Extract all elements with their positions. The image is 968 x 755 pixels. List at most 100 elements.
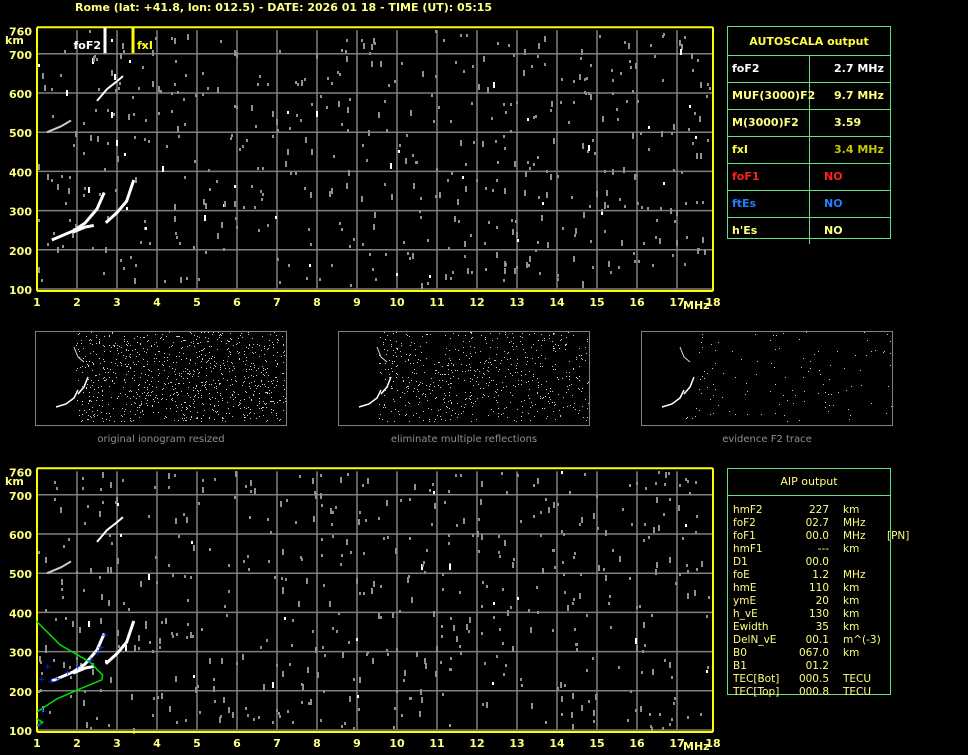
noise-dot — [238, 353, 239, 354]
noise-dot — [222, 333, 223, 334]
noise-dot — [89, 340, 90, 341]
noise-dot — [249, 397, 250, 398]
noise-dot — [514, 161, 516, 167]
noise-dot — [715, 363, 716, 364]
noise-dot — [54, 498, 56, 501]
noise-dot — [163, 388, 164, 389]
noise-dot — [172, 574, 174, 577]
noise-dot — [537, 478, 539, 484]
noise-dot — [179, 375, 180, 376]
noise-dot — [384, 183, 386, 186]
noise-dot — [232, 712, 234, 718]
noise-dot — [515, 372, 516, 373]
noise-dot — [374, 212, 376, 218]
noise-dot — [338, 101, 340, 107]
noise-dot — [281, 577, 283, 580]
noise-dot — [393, 333, 394, 334]
noise-dot — [507, 610, 509, 616]
aip-cell: 00.1 — [805, 634, 829, 646]
aip-cell: 35 — [815, 621, 829, 633]
noise-dot — [183, 383, 184, 384]
noise-dot — [568, 389, 569, 390]
noise-dot — [416, 413, 417, 414]
noise-dot — [134, 278, 136, 284]
noise-dot — [192, 376, 193, 377]
noise-dot — [93, 56, 95, 62]
noise-dot — [152, 405, 153, 406]
noise-dot — [168, 383, 169, 384]
noise-dot — [558, 394, 559, 395]
noise-dot — [486, 585, 488, 588]
noise-dot — [98, 387, 99, 388]
noise-dot — [182, 337, 183, 338]
noise-dot — [86, 388, 87, 389]
fxI-marker-label: fxI — [137, 39, 153, 52]
noise-dot — [671, 718, 673, 721]
noise-dot — [413, 391, 414, 392]
noise-dot — [687, 480, 689, 483]
noise-dot — [541, 384, 542, 385]
noise-dot — [455, 474, 457, 477]
noise-dot — [417, 362, 418, 363]
noise-dot — [140, 581, 142, 587]
noise-dot — [86, 722, 88, 728]
noise-dot — [654, 55, 656, 58]
noise-dot — [636, 606, 638, 609]
noise-dot — [397, 349, 398, 350]
noise-dot — [495, 140, 497, 143]
noise-dot — [139, 354, 140, 355]
trace-point: + — [39, 706, 47, 716]
noise-dot — [211, 384, 212, 385]
noise-dot — [596, 495, 598, 498]
noise-dot — [100, 689, 102, 692]
noise-dot — [678, 505, 680, 511]
noise-dot — [554, 402, 555, 403]
noise-dot — [426, 549, 428, 552]
noise-dot — [530, 407, 531, 408]
noise-dot — [702, 334, 703, 335]
noise-dot — [219, 717, 221, 723]
noise-dot — [125, 645, 127, 651]
noise-dot — [695, 531, 697, 534]
noise-dot — [701, 393, 702, 394]
noise-dot — [419, 402, 420, 403]
noise-dot — [583, 417, 584, 418]
noise-dot — [450, 378, 451, 379]
noise-dot — [239, 352, 240, 353]
noise-dot — [61, 579, 63, 585]
noise-dot — [448, 534, 450, 537]
noise-dot — [488, 385, 489, 386]
noise-dot — [99, 193, 101, 196]
noise-dot — [117, 156, 119, 162]
noise-dot — [341, 725, 343, 728]
noise-dot — [535, 249, 537, 252]
noise-dot — [87, 505, 89, 508]
x-tick-label: 18 — [705, 737, 720, 750]
noise-dot — [166, 145, 168, 148]
noise-dot — [315, 493, 317, 499]
noise-dot — [276, 366, 277, 367]
noise-dot — [171, 346, 172, 347]
noise-dot — [470, 381, 471, 382]
noise-dot — [315, 647, 317, 653]
noise-dot — [216, 388, 217, 389]
aip-cell: foE — [733, 569, 750, 581]
aip-cell: 20 — [815, 595, 829, 607]
noise-dot — [117, 398, 118, 399]
noise-dot — [478, 550, 480, 553]
noise-dot — [94, 416, 95, 417]
noise-dot — [88, 415, 89, 416]
noise-dot — [524, 190, 526, 196]
noise-dot — [234, 496, 236, 499]
noise-dot — [503, 413, 504, 414]
noise-dot — [302, 684, 304, 690]
autoscala-value: 9.7 MHz — [834, 89, 884, 102]
noise-dot — [106, 413, 107, 414]
noise-dot — [96, 337, 97, 338]
noise-dot — [496, 400, 497, 401]
noise-dot — [410, 110, 412, 116]
noise-dot — [501, 390, 502, 391]
noise-dot — [132, 378, 133, 379]
noise-dot — [202, 403, 203, 404]
noise-dot — [92, 370, 93, 371]
